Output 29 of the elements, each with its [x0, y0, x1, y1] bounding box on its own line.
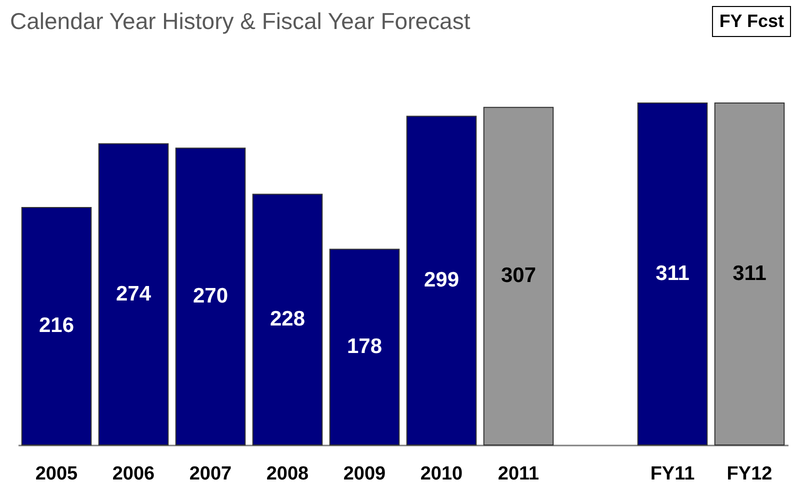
data-label: 178	[346, 335, 382, 358]
data-label: 299	[424, 268, 460, 292]
data-label: 228	[270, 308, 306, 331]
x-tick-label: 2008	[266, 464, 309, 484]
x-tick-label: 2007	[189, 464, 232, 484]
bar	[21, 206, 92, 446]
bar	[175, 148, 246, 446]
x-tick-label: 2006	[112, 464, 155, 484]
data-label: 307	[500, 264, 536, 288]
bar	[483, 106, 554, 446]
bar	[406, 116, 477, 446]
x-tick-label: 2005	[35, 464, 78, 484]
chart-title: Calendar Year History & Fiscal Year Forecast	[10, 8, 470, 35]
x-tick-label: FY11	[650, 464, 696, 484]
data-label: 311	[732, 262, 767, 285]
x-tick-label: 2011	[498, 464, 540, 484]
bar	[98, 143, 169, 446]
bar	[252, 194, 323, 446]
x-tick-label: FY12	[726, 464, 772, 484]
data-label: 274	[116, 282, 152, 306]
data-label: 270	[192, 284, 228, 308]
bar	[637, 102, 708, 446]
data-label: 216	[38, 314, 74, 338]
data-label: 311	[656, 262, 690, 285]
bar	[714, 102, 785, 446]
x-tick-label: 2009	[343, 464, 386, 484]
text: FY Fcst	[712, 6, 791, 37]
bar	[329, 248, 400, 446]
x-tick-label: 2010	[420, 464, 463, 484]
